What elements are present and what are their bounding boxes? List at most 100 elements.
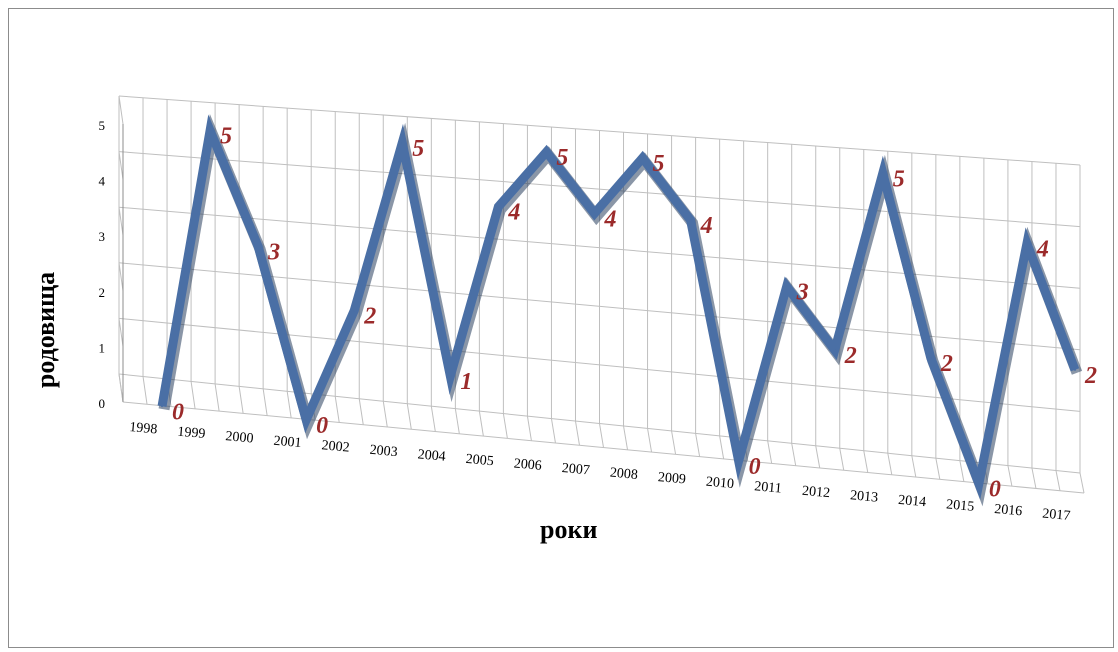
data-point xyxy=(1073,368,1076,371)
floor-gridline xyxy=(671,430,677,455)
floor-gridline xyxy=(190,381,196,409)
x-tick-label: 2008 xyxy=(609,466,638,483)
data-label: 3 xyxy=(796,279,809,305)
series-line xyxy=(157,114,1080,500)
x-axis-title: роки xyxy=(540,515,598,544)
data-label: 0 xyxy=(172,399,184,425)
data-label: 4 xyxy=(1036,237,1049,263)
floor-gridline xyxy=(599,423,604,448)
floor-edge xyxy=(122,401,1085,494)
data-label: 5 xyxy=(412,136,424,162)
data-point xyxy=(497,205,500,208)
y-tick-label: 3 xyxy=(99,229,106,244)
data-point xyxy=(257,245,260,248)
data-point xyxy=(641,157,644,160)
x-tick-label: 2001 xyxy=(273,434,302,451)
data-label: 2 xyxy=(1084,363,1097,389)
floor-gridline xyxy=(815,445,821,469)
data-label: 0 xyxy=(989,477,1001,503)
x-tick-label: 2006 xyxy=(513,456,542,473)
floor-gridline xyxy=(1031,467,1037,489)
data-label: 5 xyxy=(653,151,665,177)
data-point xyxy=(593,212,596,215)
data-point xyxy=(689,219,692,222)
floor-gridline xyxy=(238,386,244,414)
data-label: 1 xyxy=(460,369,472,395)
data-point xyxy=(545,150,548,153)
data-point xyxy=(449,375,452,378)
y-tick-label: 1 xyxy=(99,340,106,355)
data-label: 5 xyxy=(893,166,905,192)
floor-gridline xyxy=(382,401,388,428)
x-tick-label: 2003 xyxy=(369,443,398,460)
data-label: 2 xyxy=(940,351,953,377)
gridline-depth xyxy=(118,262,124,291)
x-tick-label: 2002 xyxy=(321,438,350,455)
y-tick-label: 4 xyxy=(99,174,106,189)
floor-gridline xyxy=(911,455,917,478)
floor-gridline xyxy=(1007,465,1013,487)
floor-gridline xyxy=(647,428,653,453)
x-tick-label: 2000 xyxy=(225,429,254,446)
y-axis-title: родовища xyxy=(31,271,60,389)
floor-gridline xyxy=(550,418,556,444)
gridline-depth xyxy=(118,318,124,347)
data-label: 0 xyxy=(316,413,328,439)
floor-gridline xyxy=(959,460,965,482)
floor-gridline xyxy=(262,388,268,416)
data-point xyxy=(737,459,740,462)
x-tick-label: 2016 xyxy=(994,502,1023,519)
data-point xyxy=(401,141,404,144)
x-tick-label: 2014 xyxy=(898,493,927,510)
data-point xyxy=(305,418,308,421)
data-point xyxy=(353,309,356,312)
data-label: 5 xyxy=(556,145,568,171)
gridline-depth xyxy=(118,151,124,180)
x-tick-label: 2015 xyxy=(946,497,975,514)
floor-gridline xyxy=(454,408,460,434)
data-point xyxy=(1025,242,1028,245)
floor-gridline xyxy=(574,420,580,446)
floor-gridline xyxy=(887,453,893,475)
data-label: 4 xyxy=(603,206,616,232)
x-tick-label: 1999 xyxy=(177,425,206,442)
floor-gridline xyxy=(1055,470,1061,491)
data-point xyxy=(929,356,932,359)
floor-gridline xyxy=(286,391,292,418)
data-point xyxy=(881,172,884,175)
floor-gridline xyxy=(623,425,629,450)
floor-gridline xyxy=(526,415,532,441)
x-tick-label: 2012 xyxy=(801,484,830,501)
data-point xyxy=(209,129,212,132)
x-tick-label: 2013 xyxy=(849,488,878,505)
floor-gridline xyxy=(502,413,508,439)
gridline-depth xyxy=(118,95,124,125)
x-tick-label: 2004 xyxy=(417,447,446,464)
x-tick-label: 2011 xyxy=(754,479,783,496)
x-tick-label: 2007 xyxy=(561,461,590,478)
y-tick-label: 2 xyxy=(99,285,106,300)
floor-gridline xyxy=(142,376,148,405)
x-tick-label: 2017 xyxy=(1042,507,1071,524)
data-label: 5 xyxy=(220,124,232,150)
data-label: 4 xyxy=(507,200,520,226)
data-point xyxy=(833,349,836,352)
floor-gridline xyxy=(695,433,701,457)
data-label: 0 xyxy=(749,454,761,480)
floor-gridline xyxy=(334,396,340,423)
data-label: 3 xyxy=(267,239,280,265)
y-tick-label: 5 xyxy=(99,118,106,133)
data-label: 4 xyxy=(700,213,713,239)
data-label: 2 xyxy=(844,343,857,369)
floor-gridline xyxy=(839,448,845,471)
floor-gridline xyxy=(767,440,773,464)
floor-gridline xyxy=(406,403,412,430)
floor-gridline xyxy=(430,406,436,432)
data-point xyxy=(785,285,788,288)
floor-gridline xyxy=(719,435,725,459)
floor-gridline xyxy=(478,411,484,437)
data-point xyxy=(161,405,164,408)
x-tick-label: 2010 xyxy=(705,475,734,492)
x-tick-label: 2009 xyxy=(657,470,686,487)
